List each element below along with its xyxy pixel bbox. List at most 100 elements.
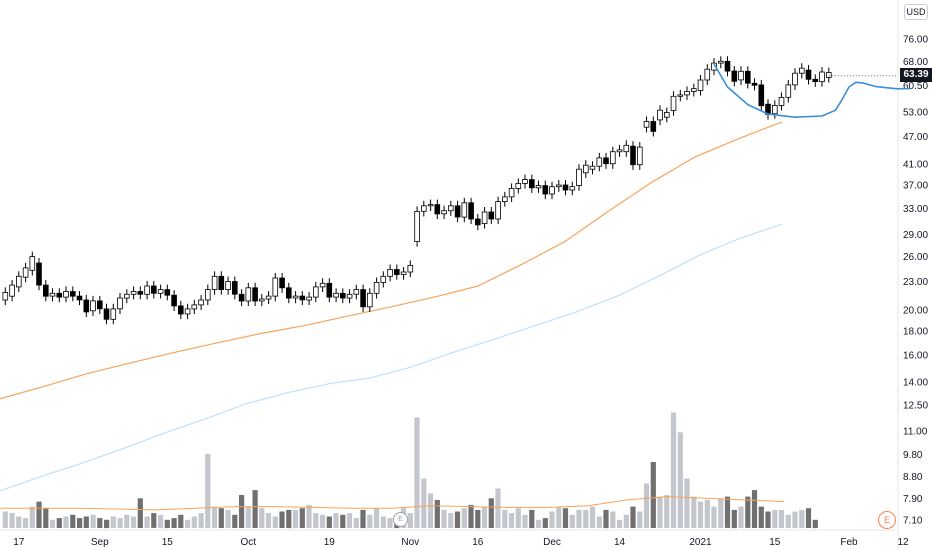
candle-body: [43, 284, 49, 297]
volume-bar: [583, 509, 589, 529]
candle-body: [751, 82, 758, 86]
volume-bar: [569, 514, 575, 528]
volume-bar: [670, 412, 677, 528]
volume-bar: [164, 519, 170, 529]
volume-bar: [43, 508, 49, 528]
candle-body: [745, 70, 751, 84]
volume-bar: [589, 506, 596, 528]
volume-bar: [684, 478, 690, 528]
candle-body: [238, 293, 245, 302]
last-price-tag: 63.39: [900, 68, 932, 82]
candle-body: [150, 285, 157, 294]
volume-average-line: [0, 496, 785, 511]
x-tick-label: 15: [162, 537, 174, 548]
candle-body: [353, 289, 360, 295]
currency-label[interactable]: USD: [904, 4, 928, 20]
short-moving-average-line: [0, 121, 783, 400]
candle-body: [664, 112, 670, 118]
volume-bar: [556, 506, 562, 528]
candle-body: [616, 149, 623, 153]
volume-bar: [731, 509, 737, 529]
volume-bar: [616, 519, 623, 529]
candle-body: [488, 211, 495, 220]
candle-body: [738, 70, 744, 81]
candle-body: [501, 196, 508, 202]
y-tick-label: 60.50: [903, 81, 928, 92]
candle-body: [144, 285, 150, 295]
x-tick-label: Feb: [840, 537, 858, 548]
volume-bar: [191, 516, 197, 528]
candle-body: [420, 205, 427, 212]
volume-bar: [272, 516, 278, 528]
x-tick-label: 16: [472, 537, 484, 548]
candle-body: [805, 69, 812, 80]
y-tick-label: 33.00: [903, 204, 928, 215]
candle-body: [812, 78, 819, 83]
volume-bar: [292, 509, 299, 529]
volume-bar: [110, 516, 116, 528]
candle-body: [177, 305, 184, 315]
earnings-event-marker[interactable]: E: [878, 511, 896, 529]
volume-bar: [745, 496, 751, 528]
candle-body: [285, 287, 292, 299]
past-earnings-event-marker[interactable]: E: [393, 512, 408, 527]
candle-body: [103, 308, 110, 320]
candle-body: [130, 291, 137, 295]
volume-bar: [245, 506, 251, 528]
candle-body: [603, 157, 609, 165]
y-tick-label: 16.00: [903, 351, 928, 362]
candle-body: [22, 267, 29, 278]
volume-bar: [738, 506, 744, 528]
volume-bar: [508, 513, 515, 528]
candle-body: [339, 292, 346, 299]
candle-body: [684, 91, 690, 96]
candle-body: [184, 308, 191, 315]
candle-body: [589, 165, 596, 170]
candle-body: [124, 293, 130, 299]
volume-bar: [239, 495, 245, 528]
volume-bar: [758, 506, 764, 528]
candle-body: [387, 269, 393, 277]
candle-body: [481, 211, 488, 225]
candle-body: [117, 297, 123, 310]
candle-body: [596, 157, 603, 167]
volume-bar: [596, 516, 602, 528]
candle-body: [826, 72, 832, 78]
y-tick-label: 18.00: [903, 327, 928, 338]
candle-body: [29, 256, 36, 271]
volume-bar: [286, 509, 292, 529]
candle-body: [204, 289, 211, 301]
candle-body: [630, 145, 636, 166]
volume-bar: [265, 513, 272, 528]
volume-bar: [576, 509, 582, 529]
volume-bar: [799, 509, 805, 529]
volume-bar: [380, 516, 386, 528]
volume-bar: [562, 508, 569, 528]
candle-body: [731, 70, 738, 82]
volume-bar: [704, 499, 710, 528]
x-tick-label: Sep: [91, 537, 109, 548]
x-tick-label: 2021: [689, 537, 712, 548]
volume-bar: [461, 508, 467, 528]
candle-body: [474, 218, 481, 226]
candle-body: [70, 291, 76, 297]
volume-bar: [218, 508, 224, 528]
candle-body: [434, 204, 441, 215]
candle-body: [137, 291, 144, 295]
candle-body: [515, 182, 522, 189]
candle-body: [576, 168, 582, 186]
volume-bar: [178, 514, 184, 528]
candle-body: [36, 262, 42, 286]
candle-body: [697, 79, 704, 91]
candle-body: [83, 299, 90, 313]
volume-bar: [185, 519, 191, 529]
volume-bar: [373, 508, 380, 528]
volume-bar: [718, 498, 724, 528]
candle-body: [245, 287, 252, 302]
candle-body: [312, 286, 319, 298]
volume-bar: [340, 514, 346, 528]
candle-body: [522, 179, 528, 184]
candle-body: [110, 308, 117, 320]
volume-bar: [9, 513, 15, 528]
